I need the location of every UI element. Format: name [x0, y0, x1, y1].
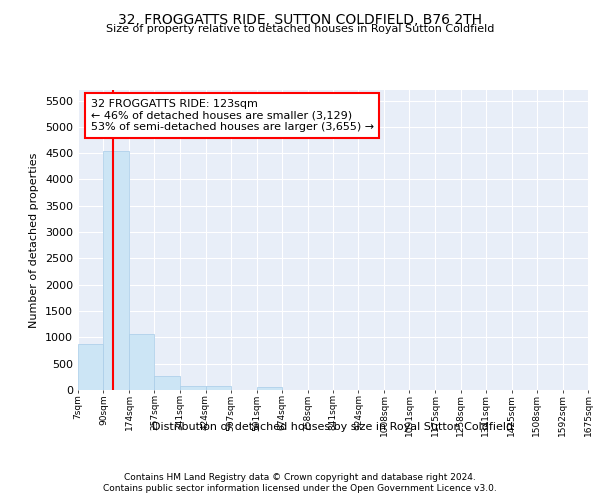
Text: Distribution of detached houses by size in Royal Sutton Coldfield: Distribution of detached houses by size … [152, 422, 514, 432]
Text: Contains HM Land Registry data © Crown copyright and database right 2024.: Contains HM Land Registry data © Crown c… [124, 472, 476, 482]
Text: 32, FROGGATTS RIDE, SUTTON COLDFIELD, B76 2TH: 32, FROGGATTS RIDE, SUTTON COLDFIELD, B7… [118, 12, 482, 26]
Bar [129, 334, 154, 390]
Bar [78, 344, 103, 390]
Bar [257, 387, 282, 390]
Y-axis label: Number of detached properties: Number of detached properties [29, 152, 40, 328]
Bar [103, 151, 129, 390]
Bar [154, 376, 180, 390]
Bar [180, 386, 205, 390]
Bar [205, 386, 231, 390]
Text: 32 FROGGATTS RIDE: 123sqm
← 46% of detached houses are smaller (3,129)
53% of se: 32 FROGGATTS RIDE: 123sqm ← 46% of detac… [91, 99, 374, 132]
Text: Size of property relative to detached houses in Royal Sutton Coldfield: Size of property relative to detached ho… [106, 24, 494, 34]
Text: Contains public sector information licensed under the Open Government Licence v3: Contains public sector information licen… [103, 484, 497, 493]
